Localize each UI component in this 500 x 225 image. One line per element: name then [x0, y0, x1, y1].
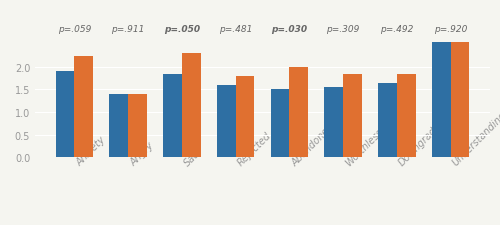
Bar [378, 83, 397, 158]
Bar [236, 76, 255, 158]
Bar [163, 74, 182, 158]
Text: p=.920: p=.920 [434, 25, 467, 34]
Bar [182, 54, 201, 158]
Bar [110, 94, 128, 158]
Bar [397, 74, 415, 158]
Text: p=.030: p=.030 [272, 25, 308, 34]
Bar [290, 68, 308, 158]
Text: p=.492: p=.492 [380, 25, 414, 34]
Text: p=.911: p=.911 [112, 25, 145, 34]
Bar [217, 86, 236, 158]
Bar [432, 43, 450, 158]
Text: p=.059: p=.059 [58, 25, 91, 34]
Text: p=.050: p=.050 [164, 25, 200, 34]
Bar [128, 94, 147, 158]
Bar [343, 74, 362, 158]
Text: p=.309: p=.309 [326, 25, 360, 34]
Text: p=.481: p=.481 [219, 25, 252, 34]
Bar [324, 88, 343, 158]
Bar [74, 56, 94, 158]
Bar [56, 72, 74, 158]
Bar [450, 43, 469, 158]
Bar [270, 90, 289, 158]
